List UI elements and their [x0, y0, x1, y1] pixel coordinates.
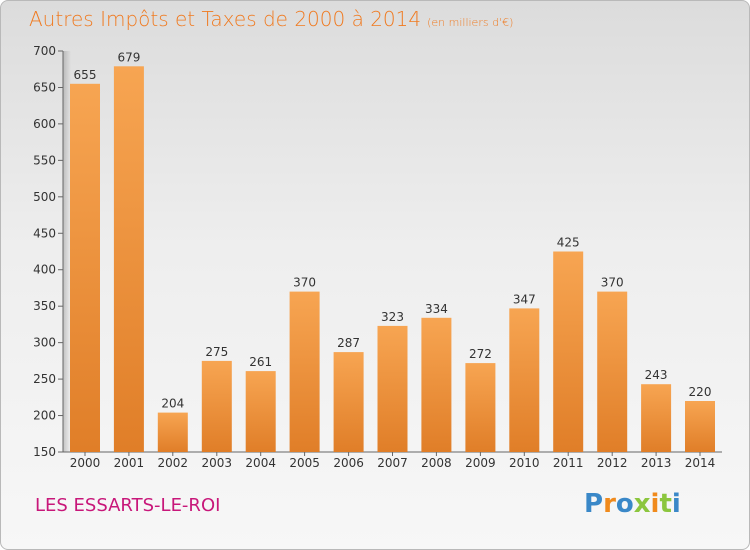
y-tick-label: 500 [33, 190, 56, 204]
chart-title: Autres Impôts et Taxes de 2000 à 2014 (en… [29, 7, 513, 31]
data-label-2005: 370 [293, 276, 316, 290]
y-axis-shade [63, 51, 71, 452]
data-label-2009: 272 [469, 347, 492, 361]
data-label-2007: 323 [381, 310, 404, 324]
data-label-2003: 275 [205, 345, 228, 359]
x-tick-label-2001: 2001 [114, 456, 145, 470]
x-tick-label-2014: 2014 [685, 456, 716, 470]
logo-letter: P [584, 489, 604, 519]
y-tick-label: 350 [33, 299, 56, 313]
bar-2011 [553, 251, 584, 452]
chart-title-text: Autres Impôts et Taxes de 2000 à 2014 [29, 7, 422, 31]
y-tick-label: 700 [33, 44, 56, 58]
x-tick-label-2008: 2008 [421, 456, 452, 470]
x-tick-label-2006: 2006 [333, 456, 364, 470]
bar-2014 [685, 401, 715, 452]
data-label-2008: 334 [425, 302, 448, 316]
logo-letter: i [650, 489, 660, 519]
bar-2006 [333, 352, 364, 452]
y-tick-label: 400 [33, 263, 56, 277]
proxiti-logo: Proxiti [584, 489, 681, 519]
bar-2002 [157, 412, 188, 452]
x-tick-label-2009: 2009 [465, 456, 496, 470]
bar-2008 [421, 317, 452, 452]
x-tick-label-2007: 2007 [377, 456, 408, 470]
bar-2007 [377, 325, 408, 452]
x-tick-label-2013: 2013 [641, 456, 672, 470]
data-label-2010: 347 [513, 292, 536, 306]
data-labels: 655 679 204 275 261 370 287 323 334 272 347 425 370 2… [74, 50, 712, 410]
bar-2009 [465, 363, 496, 452]
x-tick-label-2002: 2002 [158, 456, 189, 470]
y-axis: 150 200 250 300 350 400 450 500 550 600 650 700 [33, 44, 722, 459]
y-tick-label: 550 [33, 153, 56, 167]
y-tick-label: 150 [33, 445, 56, 459]
data-label-2001: 679 [117, 50, 140, 64]
x-tick-label-2012: 2012 [597, 456, 628, 470]
bar-2000 [70, 83, 100, 453]
chart-title-unit: (en milliers d'€) [427, 16, 514, 29]
x-tick-label-2004: 2004 [245, 456, 276, 470]
logo-letter: r [603, 489, 616, 519]
data-label-2011: 425 [557, 236, 580, 250]
bars [70, 66, 715, 453]
x-tick-label-2005: 2005 [289, 456, 320, 470]
y-tick-label: 650 [33, 80, 56, 94]
city-name: LES ESSARTS-LE-ROI [35, 495, 221, 516]
x-tick-label-2011: 2011 [553, 456, 584, 470]
data-label-2000: 655 [74, 68, 97, 82]
bar-2013 [641, 384, 672, 452]
data-label-2014: 220 [689, 385, 712, 399]
x-tick-label-2000: 2000 [70, 456, 101, 470]
y-tick-label: 600 [33, 117, 56, 131]
bar-2003 [201, 360, 232, 452]
data-label-2013: 243 [645, 368, 668, 382]
x-axis: 2000 2001 2002 2003 2004 2005 2006 2007 2008 2009… [70, 452, 716, 470]
logo-letter: t [659, 489, 672, 519]
logo-letter: x [633, 489, 651, 519]
bar-2012 [597, 291, 628, 452]
logo-letter: o [615, 489, 634, 519]
logo-letter: i [671, 489, 681, 519]
data-label-2012: 370 [601, 276, 624, 290]
x-tick-label-2003: 2003 [202, 456, 233, 470]
bar-2004 [245, 371, 276, 452]
data-label-2006: 287 [337, 336, 360, 350]
data-label-2002: 204 [161, 397, 184, 411]
bar-2010 [509, 308, 540, 452]
x-tick-label-2010: 2010 [509, 456, 540, 470]
y-tick-label: 250 [33, 372, 56, 386]
y-tick-label: 300 [33, 336, 56, 350]
y-tick-label: 450 [33, 226, 56, 240]
bar-2001 [113, 66, 144, 453]
y-tick-label: 200 [33, 409, 56, 423]
data-label-2004: 261 [249, 355, 272, 369]
bar-2005 [289, 291, 320, 452]
